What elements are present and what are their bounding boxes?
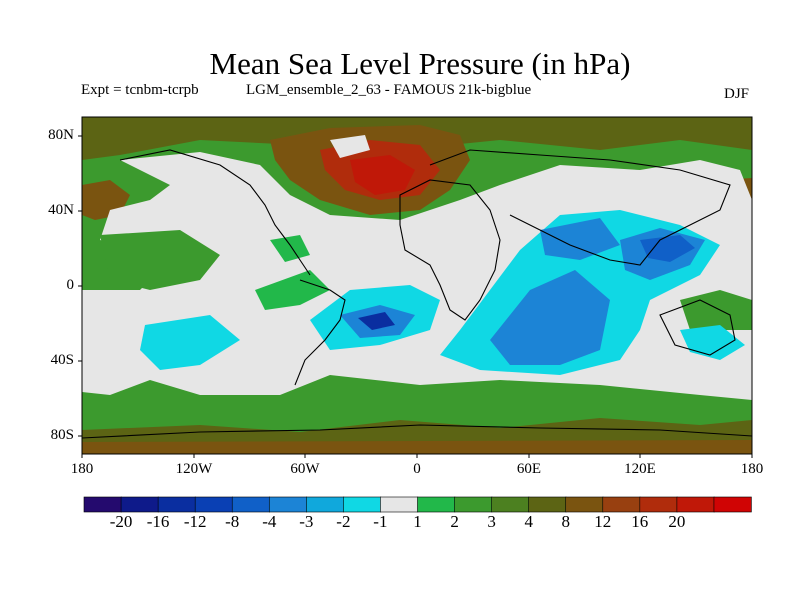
pressure-field — [82, 117, 752, 454]
legend-label: 3 — [487, 512, 496, 531]
legend-swatch — [268, 496, 308, 513]
season-label: DJF — [724, 86, 750, 102]
legend-label: -16 — [146, 512, 170, 531]
legend-label: -20 — [109, 512, 133, 531]
experiment-label: Expt = tcnbm-tcrpb — [81, 82, 199, 98]
legend-colorbar — [83, 496, 752, 513]
field-asia-mid — [540, 218, 620, 260]
field-north-atlantic-peak — [350, 155, 415, 195]
legend-swatch — [602, 496, 641, 513]
coast-eurasia — [429, 149, 731, 266]
ensemble-label: LGM_ensemble_2_63 - FAMOUS 21k-bigblue — [246, 82, 532, 98]
lat-tick-label: 0 — [66, 277, 75, 293]
lat-tick-label: 80S — [50, 427, 74, 443]
legend-label: 20 — [668, 512, 686, 531]
lon-tick-label: 120E — [624, 461, 656, 477]
lon-tick-label: 180 — [740, 461, 764, 477]
field-indian-ocean-mid — [490, 270, 610, 365]
legend-swatch — [713, 496, 752, 513]
legend-label: 12 — [594, 512, 612, 531]
field-caribbean-patch — [270, 235, 310, 262]
legend-label: 2 — [450, 512, 459, 531]
legend-label: -12 — [183, 512, 207, 531]
legend-swatch — [231, 496, 270, 513]
field-west-pacific-core — [640, 235, 695, 262]
coast-antarctica — [82, 424, 752, 439]
lon-tick-label: 0 — [413, 461, 421, 477]
legend-swatch — [454, 496, 493, 513]
legend-swatch — [83, 496, 122, 513]
legend-swatch — [491, 496, 530, 513]
coast-africa — [399, 179, 501, 321]
lat-tick-label: 80N — [48, 127, 74, 143]
map-title: Mean Sea Level Pressure (in hPa) — [209, 46, 631, 81]
legend-label: 16 — [631, 512, 649, 531]
legend-swatch — [417, 496, 456, 513]
field-antarctic-core — [82, 440, 752, 454]
legend-label: -2 — [336, 512, 351, 531]
field-east-pacific-patch — [100, 230, 220, 290]
legend-swatch — [120, 496, 159, 513]
coast-australia — [659, 299, 736, 356]
tick-marks — [78, 135, 753, 458]
legend-label: 8 — [561, 512, 570, 531]
legend-swatch — [528, 496, 567, 513]
legend-label: -8 — [225, 512, 240, 531]
lat-tick-label: 40S — [50, 352, 74, 368]
legend-swatch — [157, 496, 196, 513]
legend-label: -3 — [299, 512, 314, 531]
legend-swatch — [380, 496, 419, 513]
legend-swatch — [194, 496, 233, 513]
legend-label: 1 — [413, 512, 422, 531]
field-greenland-patch — [330, 135, 370, 158]
field-south-america-patch — [255, 270, 330, 310]
field-south-atlantic-core — [358, 312, 395, 330]
legend-swatch — [639, 496, 678, 513]
field-south-pacific-low — [140, 315, 240, 370]
legend-swatch — [676, 496, 715, 513]
legend-swatch — [565, 496, 604, 513]
coast-north-america — [119, 149, 311, 276]
lon-tick-label: 60E — [516, 461, 542, 477]
lon-tick-label: 120W — [175, 461, 213, 477]
lon-tick-label: 60W — [290, 461, 320, 477]
legend-label: -1 — [373, 512, 388, 531]
legend-label: -4 — [262, 512, 277, 531]
lat-tick-label: 40N — [48, 202, 74, 218]
legend-swatch — [343, 496, 382, 513]
coastlines — [82, 149, 752, 439]
lon-tick-label: 180 — [70, 461, 94, 477]
legend-label: 4 — [524, 512, 533, 531]
legend-swatch — [306, 496, 345, 513]
coast-south-america — [294, 279, 346, 386]
